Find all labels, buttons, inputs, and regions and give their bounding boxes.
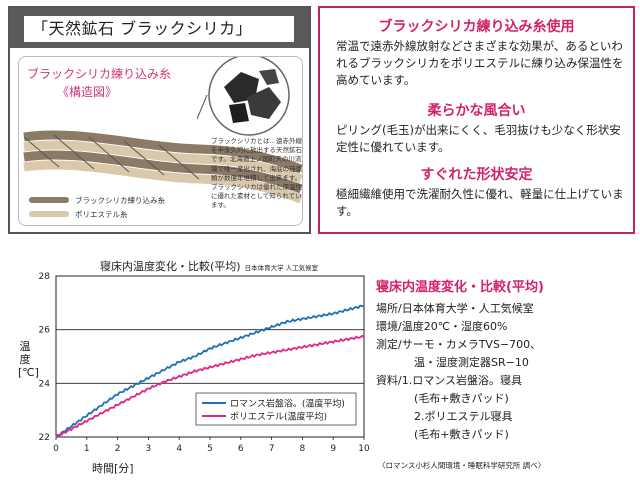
chart-x-tick-label: 6 (238, 444, 244, 454)
chart-y-tick-label: 24 (39, 379, 51, 389)
chart-title-source: 日本体育大学 人工気候室 (244, 264, 319, 272)
chart-y-tick-label: 22 (39, 433, 50, 443)
feature-text-silica-yarn: 常温で遠赤外線放射などさまざまな効果が、あるといわれるブラックシリカをポリエステ… (336, 39, 624, 87)
feature-title-silica-yarn: ブラックシリカ練り込み糸使用 (378, 19, 575, 35)
diagram-panel: 「天然鉱石 ブラックシリカ」 ブラッ (8, 6, 311, 234)
chart-x-tick-label: 9 (330, 444, 336, 454)
info-title: 寝床内温度変化・比較(平均) (376, 280, 544, 295)
chart-series-line-2 (55, 334, 365, 439)
feature-text-soft-texture: ピリング(毛玉)が出来にくく、毛羽抜けも少なく形状安定性に優れています。 (336, 123, 621, 154)
feature-text-shape-stability: 極細繊維使用で洗濯耐久性に優れ、軽量に仕上げています。 (336, 187, 624, 218)
legend-swatch-silica (29, 197, 69, 203)
chart-x-tick-label: 1 (84, 444, 90, 454)
legend-swatch-polyester (29, 211, 69, 217)
chart-x-tick-label: 4 (176, 444, 182, 454)
diagram-header: 「天然鉱石 ブラックシリカ」 (10, 8, 309, 48)
chart-y-tick-label: 28 (39, 272, 51, 282)
chart-x-tick-label: 8 (300, 444, 306, 454)
yarn-structure-illustration (23, 57, 303, 217)
chart-series-line-1 (55, 304, 365, 438)
legend-label-silica: ブラックシリカ練り込み糸 (75, 196, 165, 205)
info-source: 〈ロマンス小杉人間環境・睡眠科学研究所 調べ〉 (378, 461, 546, 470)
diagram-title: 「天然鉱石 ブラックシリカ」 (24, 16, 294, 42)
chart-title: 寝床内温度変化・比較(平均) 日本体育大学 人工気候室 (100, 258, 318, 274)
silica-description: ブラックシリカとは…遠赤外線を半永久的に放出する天然鉱石です。北海道上ノ国町天の… (211, 137, 303, 210)
info-line-measurement: 測定/サーモ・カメラTVS−700、 (376, 338, 542, 351)
chart-y-axis-label: 温度[℃] (18, 340, 39, 379)
chart-x-tick-label: 10 (358, 444, 370, 454)
chart-x-tick-label: 7 (269, 444, 275, 454)
legend-label-polyester: ポリエステル糸 (75, 210, 128, 219)
diagram-subcaption: 《構造図》 (57, 85, 118, 99)
chart-legend-box (195, 392, 357, 426)
info-line-material-1: 資料/1.ロマンス岩盤浴。寝具 (376, 374, 522, 387)
chart-y-tick-label: 26 (39, 326, 51, 336)
diagram-caption: ブラックシリカ練り込み糸 (27, 67, 172, 81)
diagram-body: ブラックシリカ練り込み糸 《構造図》 ブラックシリカとは…遠赤外線を半永久的に放… (18, 56, 303, 226)
feature-panel: ブラックシリカ練り込み糸使用 常温で遠赤外線放射などさまざまな効果が、あるといわ… (318, 6, 635, 234)
chart-title-text: 寝床内温度変化・比較(平均) (100, 260, 241, 273)
chart-x-tick-label: 3 (146, 444, 152, 454)
yarn-strands (23, 130, 303, 204)
chart-x-tick-label: 5 (207, 444, 213, 454)
info-line-material-2-detail: (毛布+敷きパッド) (414, 428, 509, 441)
black-silica-stone-icon (196, 57, 290, 136)
chart-x-tick-label: 0 (53, 444, 59, 454)
info-line-environment: 環境/温度20℃・湿度60% (376, 320, 508, 333)
info-line-measurement-2: 温・湿度測定器SR−10 (414, 356, 529, 369)
feature-title-soft-texture: 柔らかな風合い (427, 103, 526, 119)
chart-legend-label-1: ロマンス岩盤浴。(温度平均) (230, 398, 345, 410)
info-line-location: 場所/日本体育大学・人工気候室 (376, 302, 534, 315)
info-line-material-1-detail: (毛布+敷きパッド) (414, 392, 509, 405)
chart-legend-label-2: ポリエステル(温度平均) (230, 411, 327, 423)
chart-x-axis-label: 時間[分] (92, 462, 134, 475)
feature-title-shape-stability: すぐれた形状安定 (420, 167, 533, 183)
chart-x-tick-label: 2 (115, 444, 121, 454)
info-line-material-2: 2.ポリエステル寝具 (414, 410, 513, 423)
